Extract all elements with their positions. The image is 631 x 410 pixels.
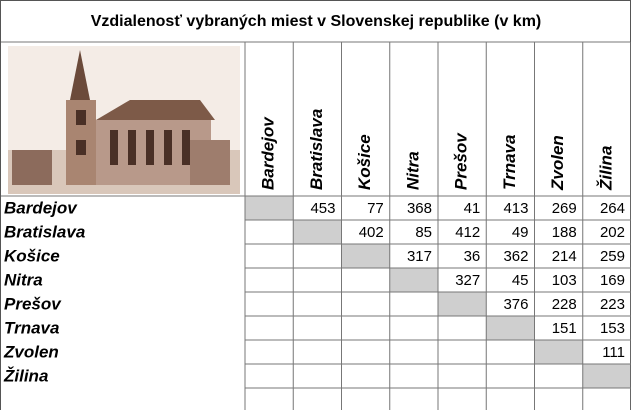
cell-value: 228 xyxy=(552,296,577,313)
cell-value: 77 xyxy=(367,200,384,217)
diagonal-cell xyxy=(534,340,583,364)
column-header: Zvolen xyxy=(548,135,567,191)
row-header: Zvolen xyxy=(3,342,59,361)
cell-value: 269 xyxy=(552,200,577,217)
row-header: Trnava xyxy=(4,318,59,337)
diagonal-cell xyxy=(341,244,390,268)
church-picture xyxy=(8,46,240,194)
column-header: Prešov xyxy=(452,132,471,190)
cell-value: 188 xyxy=(552,224,577,241)
cell-value: 376 xyxy=(503,296,528,313)
column-header: Bardejov xyxy=(259,116,278,190)
row-header: Žilina xyxy=(3,366,48,385)
column-header: Žilina xyxy=(596,146,615,191)
cell-value: 259 xyxy=(600,248,625,265)
cell-value: 41 xyxy=(464,200,481,217)
cell-value: 153 xyxy=(600,320,625,337)
column-header: Trnava xyxy=(500,135,519,190)
diagonal-cell xyxy=(486,316,535,340)
cell-value: 264 xyxy=(600,200,625,217)
cell-value: 36 xyxy=(464,248,481,265)
cell-value: 214 xyxy=(552,248,577,265)
cell-value: 453 xyxy=(310,200,335,217)
column-header: Nitra xyxy=(403,151,422,190)
diagonal-cell xyxy=(293,220,342,244)
cell-value: 362 xyxy=(503,248,528,265)
diagonal-cell xyxy=(438,292,487,316)
row-header: Bardejov xyxy=(4,198,78,217)
cell-value: 169 xyxy=(600,272,625,289)
cell-value: 368 xyxy=(407,200,432,217)
cell-value: 202 xyxy=(600,224,625,241)
row-header: Prešov xyxy=(4,294,62,313)
cell-value: 327 xyxy=(455,272,480,289)
cell-value: 223 xyxy=(600,296,625,313)
row-header: Nitra xyxy=(4,270,43,289)
table-title: Vzdialenosť vybraných miest v Slovenskej… xyxy=(91,13,542,30)
cell-value: 85 xyxy=(415,224,432,241)
cell-value: 413 xyxy=(503,200,528,217)
cell-value: 151 xyxy=(552,320,577,337)
cell-value: 49 xyxy=(512,224,529,241)
cell-value: 412 xyxy=(455,224,480,241)
cell-value: 45 xyxy=(512,272,529,289)
cell-value: 317 xyxy=(407,248,432,265)
diagonal-cell xyxy=(389,268,438,292)
cell-value: 103 xyxy=(552,272,577,289)
row-header: Košice xyxy=(4,246,60,265)
cell-value: 111 xyxy=(602,344,625,361)
column-header: Košice xyxy=(355,134,374,190)
diagonal-cell xyxy=(245,196,294,220)
diagonal-cell xyxy=(582,364,631,388)
cell-value: 402 xyxy=(359,224,384,241)
column-header: Bratislava xyxy=(307,109,326,190)
row-header: Bratislava xyxy=(4,222,85,241)
